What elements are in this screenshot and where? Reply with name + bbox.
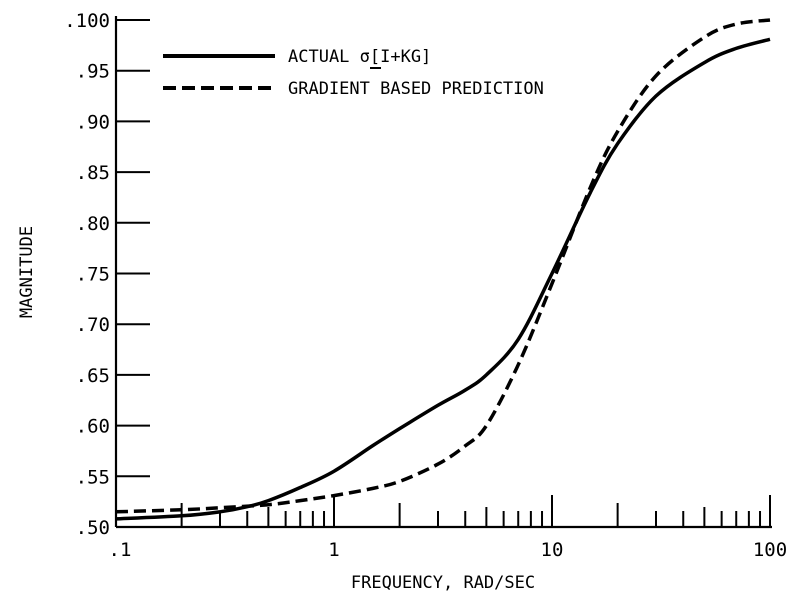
y-tick-label: .65 bbox=[76, 365, 110, 387]
y-tick-label: .55 bbox=[76, 466, 110, 488]
y-tick-label: .70 bbox=[76, 314, 110, 336]
y-tick-label: .90 bbox=[76, 111, 110, 133]
series-line-actual bbox=[116, 39, 770, 519]
legend-entry-prediction-label: GRADIENT BASED PREDICTION bbox=[288, 79, 544, 99]
y-tick-label: .80 bbox=[76, 213, 110, 235]
x-tick-label: 10 bbox=[541, 539, 564, 561]
x-tick-label: 1 bbox=[328, 539, 339, 561]
legend-entry-actual-label: ACTUAL σ[I+KG] bbox=[288, 47, 431, 67]
x-tick-label: .1 bbox=[109, 539, 132, 561]
y-tick-label: .85 bbox=[76, 162, 110, 184]
x-tick-label: 100 bbox=[753, 539, 787, 561]
y-axis-title: MAGNITUDE bbox=[17, 226, 37, 318]
y-tick-label: .60 bbox=[76, 416, 110, 438]
y-tick-label: .50 bbox=[76, 517, 110, 539]
y-tick-label: .95 bbox=[76, 61, 110, 83]
y-tick-label: .75 bbox=[76, 264, 110, 286]
legend: ACTUAL σ[I+KG] GRADIENT BASED PREDICTION bbox=[163, 47, 544, 99]
y-tick-label: .100 bbox=[64, 10, 110, 32]
x-axis-title: FREQUENCY, RAD/SEC bbox=[351, 573, 535, 593]
